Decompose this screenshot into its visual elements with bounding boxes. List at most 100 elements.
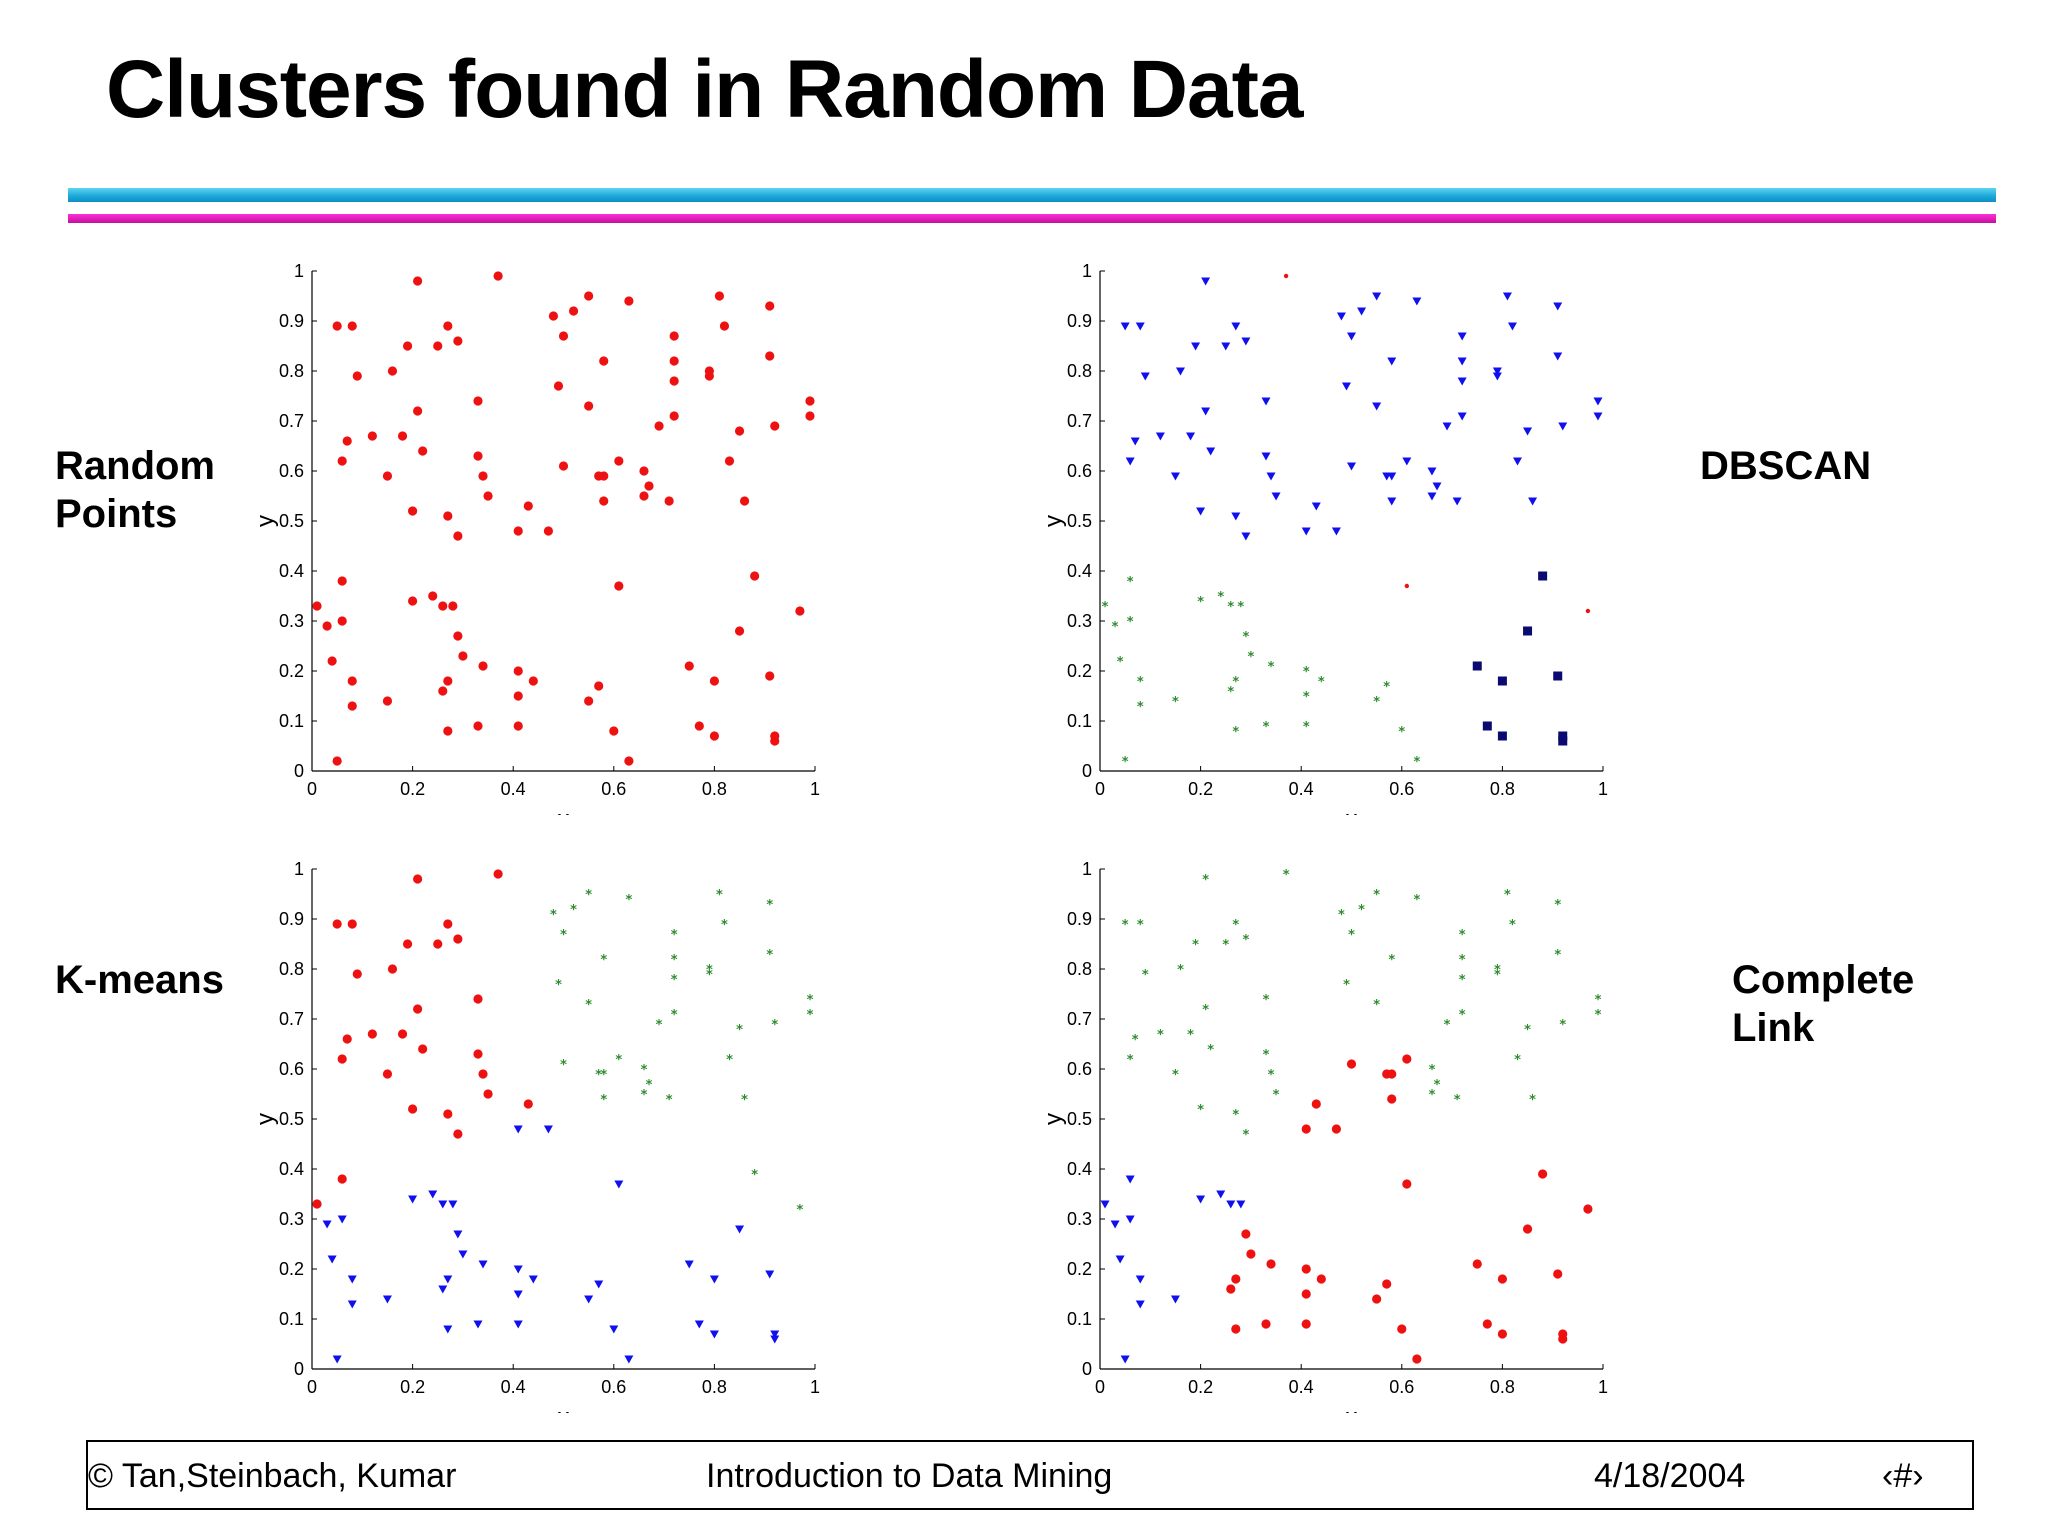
data-point-red [724,456,735,466]
data-point-red [1397,1324,1407,1334]
data-point-red [1372,1294,1382,1304]
data-point-blue [1170,1295,1180,1304]
data-point-green: * [1429,1063,1436,1078]
data-point-red [453,631,463,641]
plot-complete-link: 0 0.1 0.2 0.3 0.4 0.5 0.6 0.7 0.8 0.9 1 0 0.2 0.4 0.6 0… [1033,853,1673,1413]
data-point-blue [735,1225,745,1234]
data-point-green: * [1157,1028,1164,1043]
data-point-green: * [1268,660,1275,675]
data-point-green: * [600,1093,607,1108]
data-point-green: * [1383,680,1390,695]
data-point-red [443,726,453,736]
y-tick-label: 0.2 [1067,661,1092,681]
data-point-red [402,939,413,949]
data-point-red [478,471,488,481]
data-point-green: * [1122,918,1129,933]
data-point-red [483,1089,493,1099]
y-tick-label: 0.4 [1067,1159,1092,1179]
data-point-green: * [1504,888,1511,903]
data-point-red [1346,1059,1357,1069]
footer-page-number: ‹#› [1882,1457,1924,1495]
data-point-green: * [1137,700,1144,715]
data-point-blue [327,1255,337,1264]
data-point-green: * [671,953,678,968]
data-point-green: * [1232,725,1239,740]
plot-random-points: 0 0.1 0.2 0.3 0.4 0.5 0.6 0.7 0.8 0.9 1 0 0.2 0.4 0.6 0… [245,255,885,815]
label-complete-line2: Link [1732,1006,1815,1050]
data-point-red [770,731,780,741]
data-point-blue [1236,1200,1246,1209]
data-point-red [337,456,347,466]
y-tick-label: 0.9 [279,909,304,929]
data-point-red [1316,1274,1326,1284]
data-point-blue [1553,352,1563,361]
data-point-blue [347,1300,357,1309]
data-point-red [443,919,453,929]
y-tick-label: 1 [294,859,304,879]
y-tick-label: 0.7 [1067,1009,1092,1029]
data-point-blue [1196,1195,1206,1204]
data-point-blue [1175,367,1185,376]
y-tick-label: 0.9 [1067,311,1092,331]
y-tick-label: 0 [294,1359,304,1379]
data-point-green: * [797,1203,804,1218]
data-point-green: * [1338,908,1345,923]
y-tick-label: 0.4 [1067,561,1092,581]
data-point-blue [1347,332,1356,341]
y-tick-label: 0.8 [279,959,304,979]
plot-dbscan: 0 0.1 0.2 0.3 0.4 0.5 0.6 0.7 0.8 0.9 1 0 0.2 0.4 0.6 0… [1033,255,1673,815]
data-point-green: * [1459,973,1466,988]
y-axis-label: y [1040,515,1067,527]
data-point-red [387,964,398,974]
data-point-blue [1457,332,1467,341]
y-tick-label: 0.7 [1067,411,1092,431]
x-tick-label: 0.8 [702,779,727,799]
data-point-red [1402,1054,1412,1064]
y-tick-label: 0.9 [1067,909,1092,929]
y-tick-label: 0.6 [1067,461,1092,481]
data-point-red [413,1004,423,1014]
data-point-red [734,426,745,436]
data-point-red [342,436,352,446]
y-tick-label: 0 [1082,761,1092,781]
data-point-green: * [560,928,567,943]
data-point-red [1583,1204,1593,1214]
data-point-blue [1216,1190,1226,1199]
x-tick-label: 0 [1095,779,1105,799]
data-point-blue [765,1270,775,1279]
y-axis-label: y [252,1113,279,1125]
data-point-green: * [1263,993,1270,1008]
y-tick-label: 0.1 [1067,711,1092,731]
footer-authors: © Tan,Steinbach, Kumar [88,1457,457,1495]
data-point-red [513,526,523,536]
data-point-red [453,336,463,346]
data-point-blue [1196,507,1206,516]
data-point-navy [1558,731,1568,741]
x-tick-label: 0.8 [1490,779,1515,799]
label-complete-line1: Complete [1732,958,1915,1002]
data-point-navy [1538,571,1548,581]
data-point-blue [1241,337,1251,346]
data-point-blue [443,1325,453,1334]
x-tick-label: 0.4 [501,1377,526,1397]
x-axis-label: x [558,1404,570,1413]
y-tick-label: 0.3 [279,611,304,631]
data-point-green: * [1172,1068,1179,1083]
data-point-green: * [641,1088,648,1103]
data-point-red [428,591,438,601]
data-point-red [493,869,503,879]
data-point-blue [609,1325,619,1334]
data-point-blue [1427,492,1437,501]
data-point-red [1558,1329,1568,1339]
data-point-green: * [1303,690,1310,705]
y-tick-label: 0.3 [1067,611,1092,631]
data-point-green: * [807,993,814,1008]
label-complete-link: Complete Link [1732,956,1914,1052]
data-point-blue [1553,302,1563,311]
data-point-blue [1115,1255,1125,1264]
data-point-red [322,621,332,631]
data-point-red [739,496,750,506]
data-point-green: * [751,1168,758,1183]
data-point-green: * [570,903,577,918]
data-point-red [543,526,554,536]
